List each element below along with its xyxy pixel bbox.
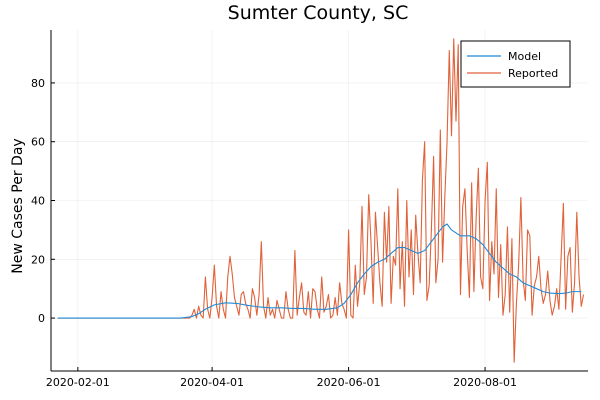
legend-label-model: Model: [508, 50, 541, 63]
x-axis-ticks: 2020-02-01 2020-04-01 2020-06-01 2020-08-01: [46, 367, 517, 389]
y-tick-label: 80: [31, 77, 45, 90]
y-tick-label: 40: [31, 195, 45, 208]
legend: Model Reported: [460, 40, 571, 88]
series-group: [57, 38, 585, 363]
y-tick-label: 0: [38, 312, 45, 325]
x-tick-label: 2020-08-01: [453, 376, 517, 389]
x-tick-label: 2020-06-01: [317, 376, 381, 389]
y-tick-label: 20: [31, 253, 45, 266]
y-axis-ticks: 0 20 40 60 80: [31, 77, 55, 325]
legend-label-reported: Reported: [508, 67, 558, 80]
series-line-model: [57, 223, 582, 319]
x-tick-label: 2020-04-01: [180, 376, 244, 389]
y-axis-label: New Cases Per Day: [10, 138, 26, 273]
chart-title: Sumter County, SC: [228, 2, 409, 24]
x-tick-label: 2020-02-01: [46, 376, 110, 389]
legend-box: [460, 40, 571, 88]
y-tick-label: 60: [31, 136, 45, 149]
